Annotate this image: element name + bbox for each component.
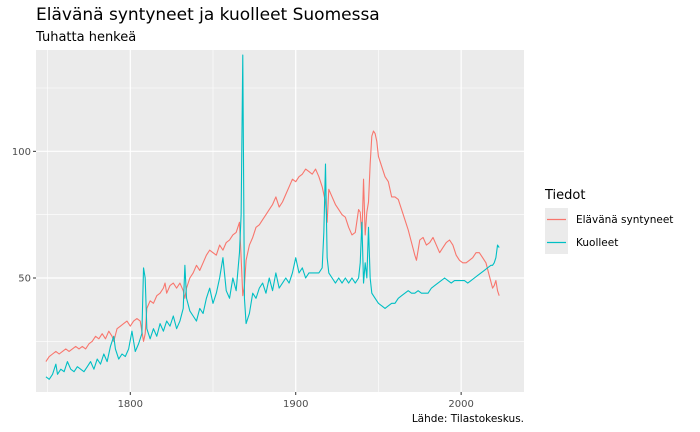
legend-label: Elävänä syntyneet	[576, 214, 673, 226]
legend-title: Tiedot	[544, 188, 585, 203]
x-tick-label: 1900	[283, 399, 308, 410]
y-tick-label: 100	[12, 147, 31, 158]
series-line-1	[45, 130, 500, 362]
plot-panel	[36, 50, 524, 392]
grid-minor	[36, 50, 524, 392]
chart-title: Elävänä syntyneet ja kuolleet Suomessa	[36, 5, 380, 25]
legend: Tiedot Elävänä syntyneet Kuolleet	[544, 188, 673, 254]
x-tick-label: 2000	[448, 399, 473, 410]
legend-items: Elävänä syntyneet Kuolleet	[545, 208, 673, 254]
legend-label: Kuolleet	[576, 237, 618, 249]
chart-caption: Lähde: Tilastokeskus.	[412, 413, 524, 425]
y-tick-label: 50	[18, 274, 31, 285]
axes: 1800 1900 2000 50 100	[12, 147, 474, 410]
x-tick-label: 1800	[118, 399, 143, 410]
chart-subtitle: Tuhatta henkeä	[35, 30, 136, 45]
grid-major	[36, 50, 524, 392]
series-line-2	[45, 54, 500, 380]
series-layer	[45, 54, 500, 380]
